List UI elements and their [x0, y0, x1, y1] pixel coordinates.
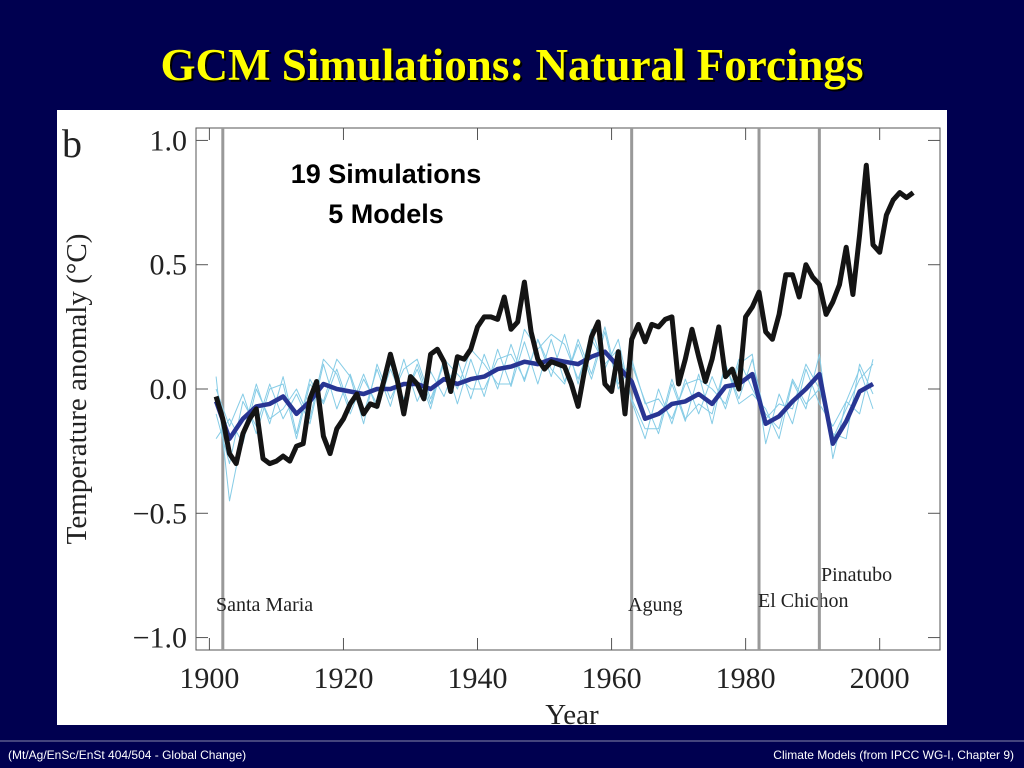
- y-tick-label: −1.0: [133, 622, 187, 655]
- y-tick-label: −0.5: [133, 497, 187, 530]
- title-shadow: GCM Simulations: Natural Forcings: [163, 42, 866, 92]
- y-tick-label: 1.0: [150, 124, 188, 157]
- x-axis-label: Year: [545, 699, 599, 731]
- annotation: 19 Simulations: [291, 159, 482, 189]
- x-tick-label: 1960: [582, 662, 642, 695]
- series-line: [215, 328, 874, 465]
- volcano-label: El Chichon: [758, 590, 849, 612]
- volcano-label: Agung: [628, 594, 682, 616]
- footer-right: Climate Models (from IPCC WG-I, Chapter …: [773, 748, 1014, 762]
- annotation: 5 Models: [328, 199, 444, 229]
- y-tick-label: 0.5: [150, 249, 188, 282]
- series-line: [213, 349, 875, 446]
- y-axis-label: Temperature anomaly (°C): [61, 234, 93, 545]
- volcano-label: Santa Maria: [216, 594, 313, 616]
- plot: −1.0 −0.5 0.0 0.5 1.0 1900 1920 1940 1960 1980 200…: [133, 124, 940, 695]
- x-tick-label: 1920: [313, 662, 373, 695]
- x-tick-label: 1980: [716, 662, 776, 695]
- x-tick-label: 2000: [850, 662, 910, 695]
- panel-label: b: [62, 121, 82, 166]
- chart-panel: [57, 110, 947, 725]
- y-tick-label: 0.0: [150, 373, 188, 406]
- series-line: [213, 162, 915, 467]
- x-tick-label: 1940: [448, 662, 508, 695]
- title: GCM Simulations: Natural Forcings: [161, 40, 864, 90]
- volcano-label: Pinatubo: [821, 564, 892, 586]
- footer-left: (Mt/Ag/EnSc/EnSt 404/504 - Global Change…: [8, 748, 246, 762]
- x-tick-label: 1900: [179, 662, 239, 695]
